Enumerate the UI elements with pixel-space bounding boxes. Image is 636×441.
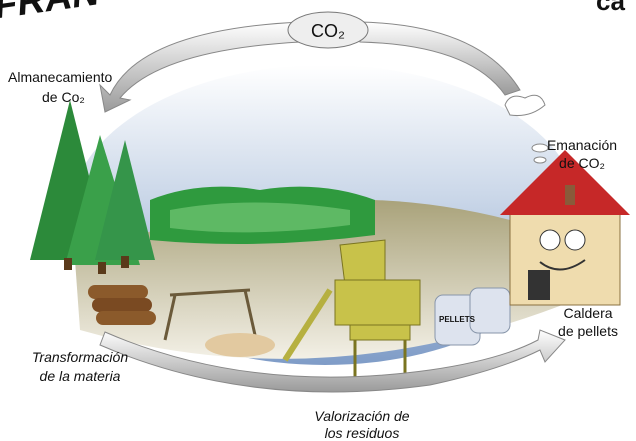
co2-label: CO₂ <box>311 21 345 41</box>
label: los residuos <box>325 425 400 441</box>
label: de CO₂ <box>559 155 605 171</box>
label: Emanación <box>547 137 617 153</box>
bushes-light <box>170 203 350 233</box>
label: Caldera <box>563 305 612 321</box>
label: de pellets <box>558 323 618 339</box>
sawdust <box>205 333 275 357</box>
logs <box>88 285 156 325</box>
label: de la materia <box>40 368 121 384</box>
bag-label: PELLETS <box>439 315 476 324</box>
label: de Co₂ <box>42 89 85 105</box>
diagram: FRAN ca PELLETS <box>0 0 636 441</box>
header-fragment: ca <box>596 0 625 16</box>
pellet-bags: PELLETS <box>435 288 510 345</box>
label: Transformación <box>32 349 128 365</box>
label: Almanecamiento <box>8 69 112 85</box>
label: Valorización de <box>314 408 409 424</box>
header-fragment: FRAN <box>0 0 103 27</box>
